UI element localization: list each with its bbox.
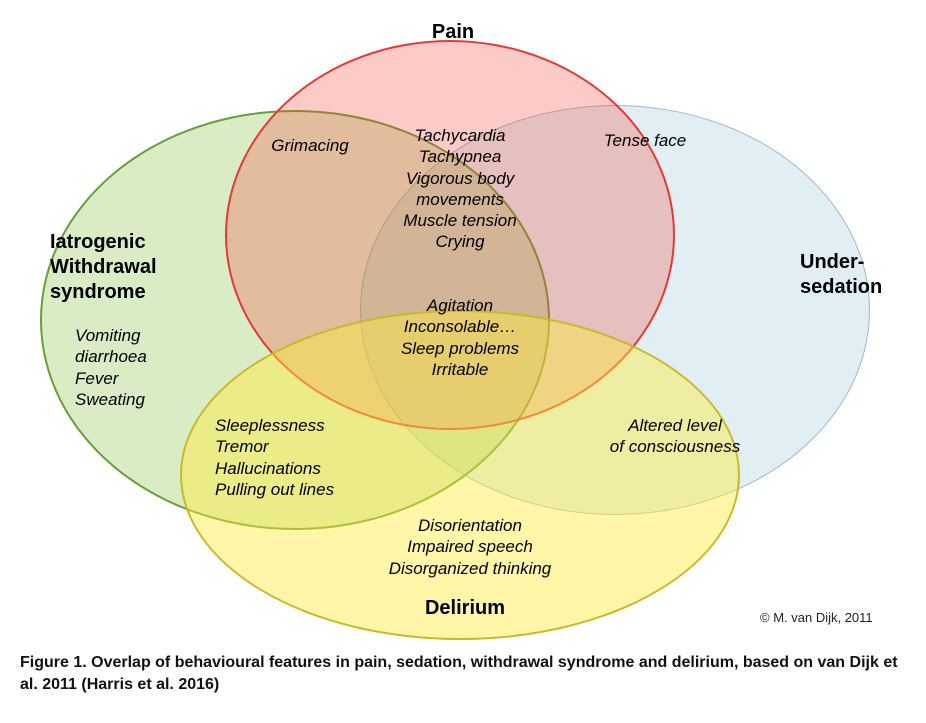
region-pain-withdrawal-under: Tachycardia Tachypnea Vigorous body move… xyxy=(375,125,545,253)
title-pain: Pain xyxy=(408,20,498,45)
region-withdrawal-delirium: Sleeplessness Tremor Hallucinations Pull… xyxy=(215,415,385,500)
title-withdrawal: Iatrogenic Withdrawal syndrome xyxy=(50,230,210,305)
region-under-delirium: Altered level of consciousness xyxy=(590,415,760,458)
region-pain-withdrawal: Grimacing xyxy=(255,135,365,156)
region-center-all: Agitation Inconsolable… Sleep problems I… xyxy=(380,295,540,380)
figure-caption: Figure 1. Overlap of behavioural feature… xyxy=(20,652,900,697)
copyright-text: © M. van Dijk, 2011 xyxy=(760,610,873,625)
title-undersedation: Under- sedation xyxy=(800,250,910,300)
region-withdrawal-only: Vomiting diarrhoea Fever Sweating xyxy=(75,325,195,410)
region-delirium-only: Disorientation Impaired speech Disorgani… xyxy=(370,515,570,579)
venn-diagram: Pain Under- sedation Iatrogenic Withdraw… xyxy=(20,20,906,640)
region-pain-under: Tense face xyxy=(580,130,710,151)
title-delirium: Delirium xyxy=(415,596,515,621)
